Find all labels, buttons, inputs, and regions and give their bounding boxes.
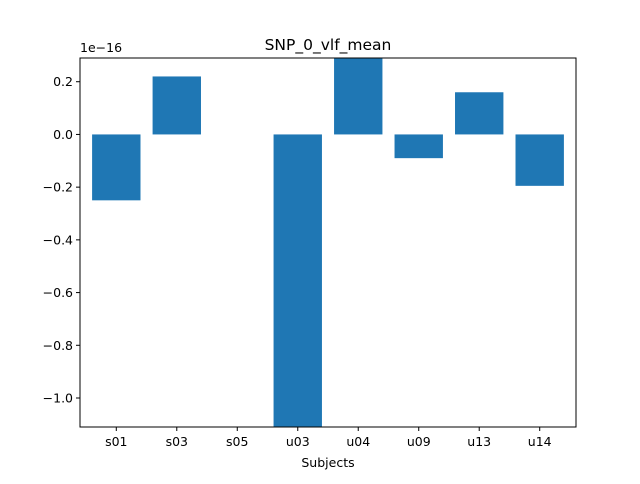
bar-u09 [394,134,443,159]
bars-group [92,58,564,427]
x-tick-label: s05 [226,434,248,449]
y-tick-label: 0.0 [53,127,73,142]
plot-area-frame [79,57,577,428]
y-axis-offset-label: 1e−16 [80,40,122,55]
y-tick-label: −0.6 [43,285,73,300]
x-tick-label: u09 [407,434,431,449]
bar-u13 [455,92,504,135]
y-axis: −1.0 −0.8 −0.6 −0.4 −0.2 0.0 0.2 [43,74,80,406]
y-tick-label: 0.2 [53,74,73,89]
x-tick-label: s01 [105,434,127,449]
x-tick-label: s03 [166,434,188,449]
bar-s03 [152,76,201,135]
y-tick-label: −1.0 [43,391,73,406]
y-tick-label: −0.2 [43,180,73,195]
x-tick-label: u04 [346,434,370,449]
bar-u04 [334,58,383,135]
bar-u14 [515,134,564,186]
x-tick-label: u13 [467,434,491,449]
y-tick-label: −0.8 [43,338,73,353]
x-tick-label: u03 [286,434,310,449]
x-axis-label: Subjects [301,455,354,470]
bar-s01 [92,134,141,201]
x-axis: s01 s03 s05 u03 u04 u09 u13 u14 [105,427,552,449]
bar-u03 [273,134,322,427]
chart-title: SNP_0_vlf_mean [265,36,392,55]
y-tick-label: −0.4 [43,232,73,247]
x-tick-label: u14 [528,434,552,449]
